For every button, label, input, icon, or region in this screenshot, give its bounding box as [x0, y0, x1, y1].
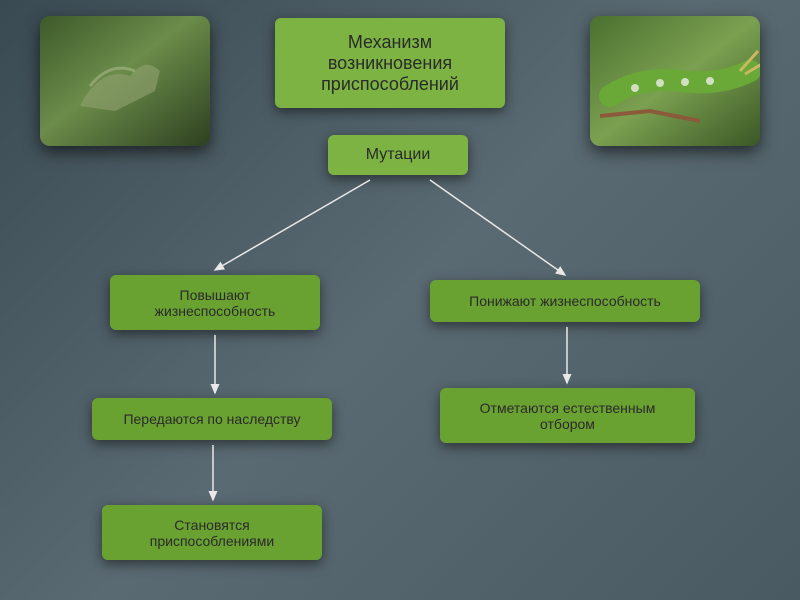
node-left1-text: Повышаютжизнеспособность — [155, 287, 276, 319]
title-box: Механизмвозникновенияприспособлений — [275, 18, 505, 108]
node-right2: Отметаются естественнымотбором — [440, 388, 695, 443]
title-text: Механизмвозникновенияприспособлений — [321, 32, 459, 95]
mutation-text: Мутации — [366, 146, 431, 164]
image-right — [590, 16, 760, 146]
mantis-image — [40, 16, 210, 146]
caterpillar-image — [590, 16, 760, 146]
node-right1-text: Понижают жизнеспособность — [469, 293, 661, 309]
node-left2: Передаются по наследству — [92, 398, 332, 440]
image-left — [40, 16, 210, 146]
node-left3: Становятсяприспособлениями — [102, 505, 322, 560]
node-left1: Повышаютжизнеспособность — [110, 275, 320, 330]
node-right2-text: Отметаются естественнымотбором — [480, 400, 656, 432]
node-left3-text: Становятсяприспособлениями — [150, 517, 274, 549]
node-left2-text: Передаются по наследству — [123, 411, 300, 427]
mutation-box: Мутации — [328, 135, 468, 175]
node-right1: Понижают жизнеспособность — [430, 280, 700, 322]
